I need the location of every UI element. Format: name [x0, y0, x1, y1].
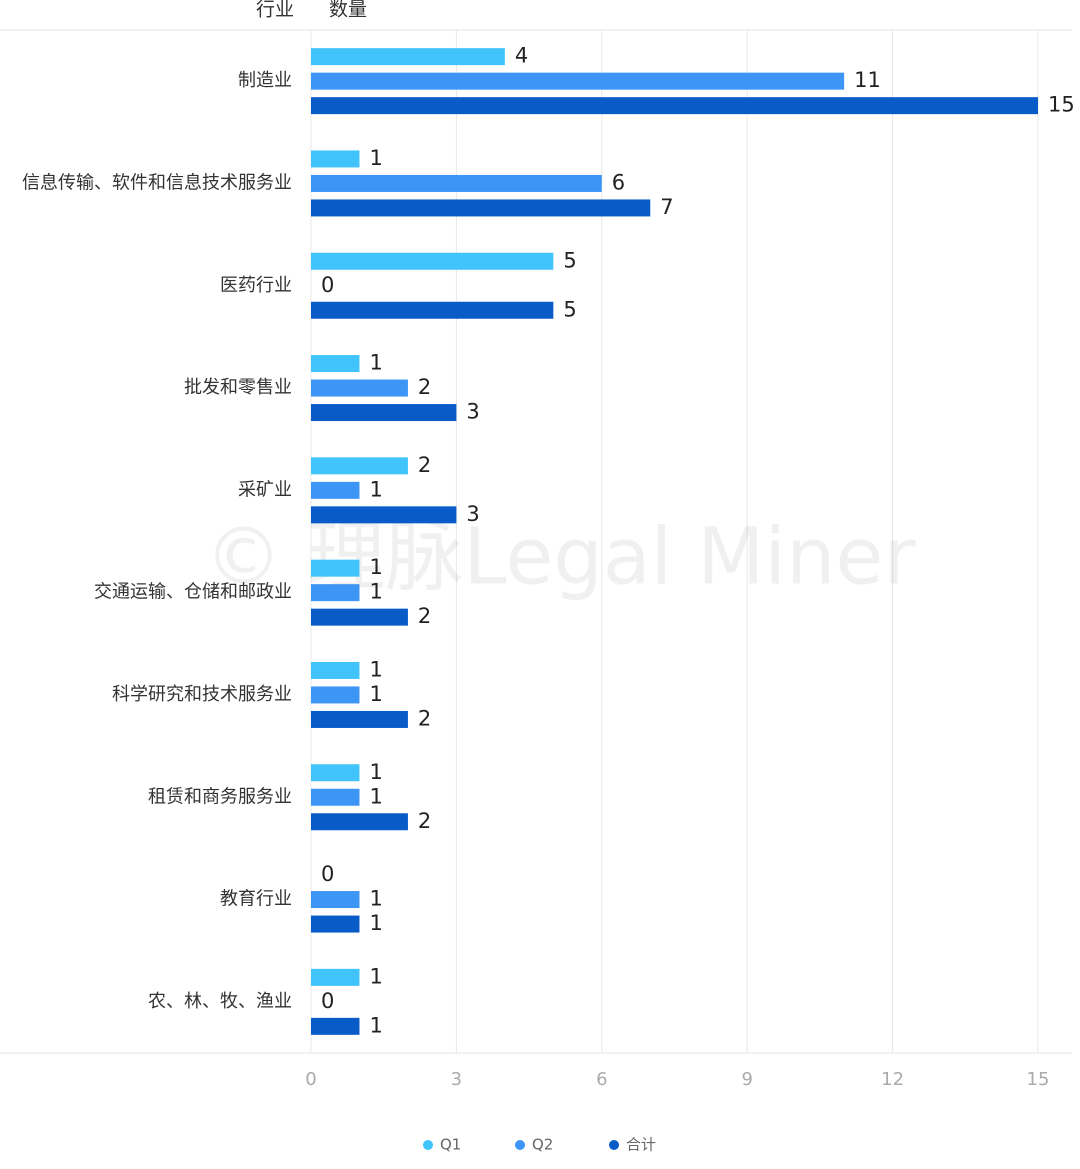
bar	[311, 788, 360, 806]
value-label: 5	[563, 297, 576, 321]
y-tick-label: 制造业	[238, 70, 292, 91]
value-label: 3	[466, 502, 479, 526]
value-label: 6	[612, 170, 625, 194]
y-tick-label: 采矿业	[238, 479, 292, 500]
bar	[311, 379, 408, 397]
x-tick-label: 6	[596, 1069, 607, 1090]
bar	[311, 915, 360, 933]
legend-marker	[609, 1140, 619, 1150]
bar	[311, 355, 360, 373]
legend-marker	[515, 1140, 525, 1150]
value-header: 数量	[329, 0, 367, 21]
bar	[311, 252, 554, 270]
bar	[311, 199, 651, 217]
value-label: 1	[369, 555, 382, 579]
bar	[311, 48, 505, 66]
y-tick-label: 医药行业	[220, 275, 292, 296]
bar	[311, 764, 360, 782]
bar	[311, 891, 360, 909]
value-label: 0	[321, 989, 334, 1013]
bar	[311, 506, 457, 524]
value-label: 5	[563, 248, 576, 272]
y-tick-label: 信息传输、软件和信息技术服务业	[22, 172, 292, 193]
bar	[311, 150, 360, 168]
value-label: 2	[418, 604, 431, 628]
value-label: 2	[418, 706, 431, 730]
value-label: 11	[854, 68, 881, 92]
value-label: 1	[369, 964, 382, 988]
category-header: 行业	[256, 0, 294, 21]
bar	[311, 686, 360, 704]
value-label: 1	[369, 351, 382, 375]
value-label: 1	[369, 146, 382, 170]
value-label: 15	[1048, 93, 1075, 117]
value-label: 2	[418, 809, 431, 833]
legend-label: 合计	[626, 1136, 656, 1154]
value-label: 1	[369, 657, 382, 681]
value-label: 1	[369, 477, 382, 501]
x-tick-label: 12	[881, 1069, 904, 1090]
bar	[311, 174, 602, 192]
bar	[311, 584, 360, 602]
bar	[311, 457, 408, 475]
y-tick-label: 交通运输、仓储和邮政业	[94, 582, 292, 603]
legend-marker	[423, 1140, 433, 1150]
bar	[311, 813, 408, 831]
value-label: 1	[369, 887, 382, 911]
value-label: 1	[369, 1013, 382, 1037]
value-label: 2	[418, 375, 431, 399]
y-tick-label: 租赁和商务服务业	[148, 786, 292, 807]
bar	[311, 404, 457, 422]
y-tick-label: 科学研究和技术服务业	[112, 684, 292, 705]
y-tick-label: 批发和零售业	[184, 377, 292, 398]
bar	[311, 608, 408, 626]
value-label: 2	[418, 453, 431, 477]
x-tick-label: 15	[1027, 1069, 1050, 1090]
x-tick-label: 0	[305, 1069, 316, 1090]
value-label: 7	[660, 195, 673, 219]
legend-label: Q2	[532, 1136, 553, 1154]
bar	[311, 481, 360, 499]
value-label: 1	[369, 682, 382, 706]
bar	[311, 301, 554, 319]
bar	[311, 97, 1038, 115]
value-label: 1	[369, 911, 382, 935]
bar	[311, 968, 360, 986]
y-tick-label: 教育行业	[220, 889, 292, 910]
bar	[311, 72, 845, 90]
x-tick-label: 9	[741, 1069, 752, 1090]
x-tick-label: 3	[451, 1069, 462, 1090]
value-label: 1	[369, 784, 382, 808]
value-label: 1	[369, 760, 382, 784]
legend-label: Q1	[440, 1136, 461, 1154]
bar	[311, 710, 408, 728]
value-label: 3	[466, 400, 479, 424]
value-label: 4	[515, 44, 528, 68]
bar	[311, 559, 360, 577]
value-label: 1	[369, 580, 382, 604]
bar	[311, 661, 360, 679]
y-tick-label: 农、林、牧、渔业	[148, 991, 292, 1012]
value-label: 0	[321, 862, 334, 886]
value-label: 0	[321, 273, 334, 297]
bar	[311, 1017, 360, 1035]
